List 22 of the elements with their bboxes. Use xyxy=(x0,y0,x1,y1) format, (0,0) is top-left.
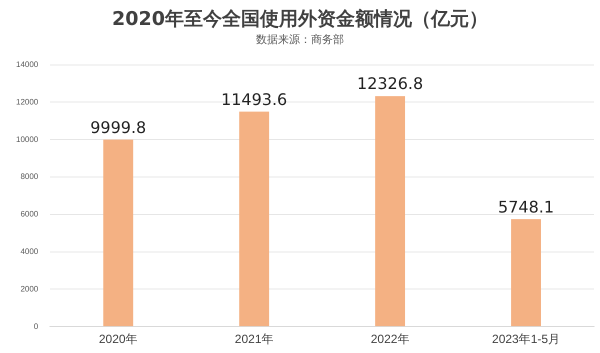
data-label: 9999.8 xyxy=(90,118,146,137)
y-tick-label: 4000 xyxy=(20,247,39,256)
data-label: 11493.6 xyxy=(221,90,288,109)
data-label: 12326.8 xyxy=(357,74,424,94)
y-tick-label: 10000 xyxy=(16,134,39,144)
bar xyxy=(103,140,134,326)
chart-title: 2020年至今全国使用外资金额情况（亿元） xyxy=(111,7,489,32)
x-tick-label: 2023年1-5月 xyxy=(492,332,560,346)
bar xyxy=(375,96,406,326)
x-tick-label: 2020年 xyxy=(98,332,138,346)
x-tick-label: 2021年 xyxy=(234,332,274,346)
chart-subtitle: 数据来源：商务部 xyxy=(255,32,345,47)
y-tick-label: 12000 xyxy=(16,97,39,106)
y-tick-label: 0 xyxy=(34,322,39,331)
data-label: 5748.1 xyxy=(498,197,554,216)
y-tick-label: 6000 xyxy=(20,210,39,219)
y-tick-label: 8000 xyxy=(20,172,39,182)
y-tick-label: 2000 xyxy=(20,284,39,294)
y-tick-label: 14000 xyxy=(16,60,39,70)
x-tick-label: 2022年 xyxy=(370,332,410,346)
bar xyxy=(511,219,541,326)
bar xyxy=(239,112,270,326)
